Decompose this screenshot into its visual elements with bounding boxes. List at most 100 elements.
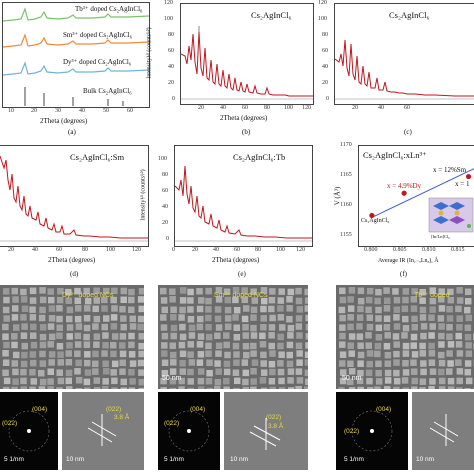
nanocube <box>339 351 347 358</box>
nanocube <box>232 296 239 304</box>
nanocube <box>2 359 10 367</box>
nanocube <box>286 351 294 359</box>
nanocube <box>101 305 108 312</box>
b-ytick: 60 <box>168 48 174 54</box>
nanocube <box>260 369 268 376</box>
nanocube <box>347 314 354 321</box>
f-annotation-host: Cs₂AgInCl₆ <box>361 218 390 224</box>
nanocube <box>260 287 268 294</box>
nanocube <box>138 387 144 389</box>
c-observed-line <box>335 39 474 97</box>
nanocube <box>160 387 167 389</box>
nanocube <box>2 288 10 295</box>
nanocube <box>83 287 90 295</box>
nanocube <box>102 315 110 322</box>
nanocube <box>269 288 276 295</box>
nanocube <box>65 288 72 296</box>
nanocube <box>402 387 410 389</box>
nanocube <box>347 342 355 349</box>
nanocube <box>110 369 117 376</box>
nanocube <box>48 315 56 322</box>
nanocube <box>137 296 144 303</box>
nanocube <box>287 368 295 375</box>
lattice-fringes <box>429 414 459 446</box>
nanocube <box>242 323 249 331</box>
tem-scale-tb: 50 nm <box>342 375 362 382</box>
nanocube <box>375 360 382 368</box>
nanocube <box>93 315 101 323</box>
nanocube <box>429 306 436 313</box>
e-xtick: 40 <box>213 247 219 253</box>
nanocube <box>250 288 257 295</box>
nanocube <box>84 351 91 358</box>
panel-d-axes: Cs₂AgInCl₆:Sm <box>0 145 149 247</box>
nanocube <box>93 297 100 304</box>
panel-d: Cs₂AgInCl₆:Sm 20 40 60 80 100 120 2Theta… <box>0 142 152 282</box>
nanocube <box>392 333 400 340</box>
nanocube <box>102 341 109 349</box>
d-xlabel: 2Theta (degrees) <box>48 256 96 264</box>
nanocube <box>205 306 212 313</box>
b-xtick: 80 <box>264 105 270 111</box>
nanocube <box>169 387 177 389</box>
nanocube <box>74 332 82 340</box>
nanocube <box>357 386 364 389</box>
nanocube <box>347 360 354 368</box>
nanocube <box>20 377 27 385</box>
nanocube <box>429 297 437 305</box>
nanocube <box>402 296 409 304</box>
nanocube <box>187 306 194 313</box>
nanocube <box>277 368 285 376</box>
nanocube <box>102 287 110 295</box>
nanocube <box>187 315 195 323</box>
nanocube <box>92 323 99 330</box>
nanocube <box>419 314 427 321</box>
nanocube <box>233 359 240 366</box>
nanocube <box>39 350 46 358</box>
nanocube <box>402 360 409 367</box>
nanocube <box>29 386 36 389</box>
nanocube <box>205 297 212 305</box>
nanocube <box>137 323 144 331</box>
nanocube <box>401 305 409 313</box>
e-xtick: 0 <box>172 247 175 253</box>
nanocube <box>250 314 257 321</box>
a-xtick: 50 <box>103 108 109 114</box>
nanocube <box>161 306 168 314</box>
nanocube <box>278 351 285 358</box>
nanocube <box>83 341 91 348</box>
nanocube <box>384 332 391 339</box>
nanocube <box>456 387 463 389</box>
nanocube <box>339 360 346 367</box>
nanocube <box>102 378 109 385</box>
nanocube <box>232 342 240 350</box>
nanocube <box>464 387 471 389</box>
nanocube <box>170 314 177 321</box>
dy-pattern-line <box>3 61 149 76</box>
nanocube <box>29 287 37 295</box>
nanocube <box>428 359 436 367</box>
nanocube <box>83 314 91 322</box>
nanocube <box>277 342 284 350</box>
nanocube <box>419 342 426 350</box>
nanocube <box>456 297 464 304</box>
nanocube <box>260 351 267 359</box>
crystal-structure-inset <box>428 197 474 233</box>
nanocube <box>438 368 445 376</box>
nanocube <box>66 386 73 389</box>
nanocube <box>296 350 303 357</box>
nanocube <box>339 369 347 376</box>
nanocube <box>48 333 56 341</box>
tem-tag-sm: Sm³⁺ doped NCs <box>214 292 268 299</box>
nanocube <box>205 333 213 341</box>
c-xtick: 60 <box>404 105 410 111</box>
d-xtick: 40 <box>32 247 38 253</box>
nanocube <box>66 306 74 314</box>
nanocube <box>357 305 364 313</box>
nanocube <box>232 369 240 376</box>
nanocube <box>161 350 168 357</box>
nanocube <box>357 342 364 349</box>
nanocube <box>20 360 28 368</box>
nanocube <box>169 351 177 359</box>
nanocube <box>304 386 308 389</box>
